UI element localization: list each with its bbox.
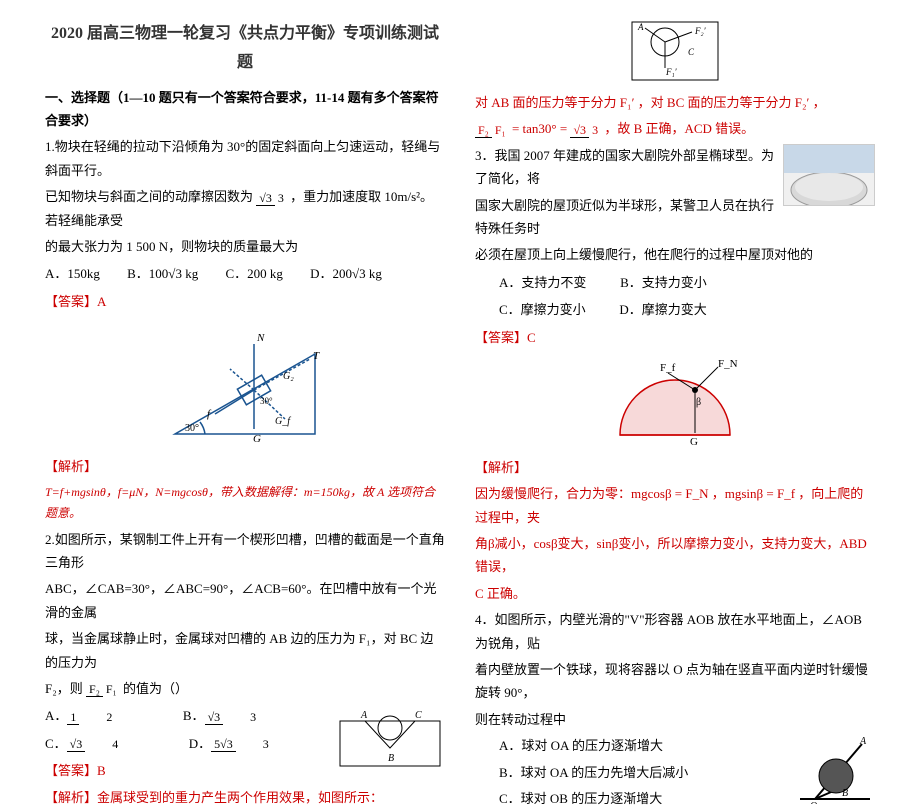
q3-exp2: 角β减小，cosβ变大，sinβ变小，所以摩擦力变小，支持力变大，ABD 错误， xyxy=(475,532,875,579)
q1-explanation: T=f+mgsinθ，f=μN，N=mgcosθ，带入数据解得：m=150kg，… xyxy=(45,482,445,525)
svg-text:F_N: F_N xyxy=(718,358,738,370)
dome-diagram: F_f F_N G β xyxy=(475,355,875,450)
svg-text:30°: 30° xyxy=(260,396,273,406)
q2b-eq: F₂F₁ = tan30° = √33 ，故 B 正确，ACD 错误。 xyxy=(475,117,875,140)
vcontainer-diagram: A O B xyxy=(790,734,875,804)
q2-line1: 2.如图所示，某钢制工件上开有一个楔形凹槽，凹槽的截面是一个直角三角形 xyxy=(45,528,445,575)
svg-text:N: N xyxy=(256,332,265,344)
svg-text:C: C xyxy=(415,710,422,721)
q2b-line1: 对 AB 面的压力等于分力 F₁′ ，对 BC 面的压力等于分力 F₂′ ， xyxy=(475,91,875,114)
q3-options-cd: C．摩擦力变小 D．摩擦力变大 xyxy=(475,298,875,321)
q3-options-ab: A．支持力不变 B．支持力变小 xyxy=(475,271,875,294)
incline-diagram: N T f G G₂ G_f 30° 30° xyxy=(45,319,445,449)
q1-answer: 【答案】A xyxy=(45,290,445,313)
svg-text:O: O xyxy=(810,801,817,804)
theater-image xyxy=(783,144,875,206)
topright-diagram: A C F₂′ F₁′ xyxy=(475,20,875,85)
q3-exp1: 因为缓慢爬行，合力为零：mgcosβ = F_N ，mgsinβ = F_f ，… xyxy=(475,482,875,529)
svg-text:G: G xyxy=(690,436,698,448)
svg-text:A: A xyxy=(360,710,368,721)
page-title: 2020 届高三物理一轮复习《共点力平衡》专项训练测试题 xyxy=(45,20,445,78)
svg-text:B: B xyxy=(842,788,848,799)
q1-exp-label: 【解析】 xyxy=(45,455,97,478)
section-subtitle: 一、选择题（1—10 题只有一个答案符合要求，11-14 题有多个答案符合要求） xyxy=(45,86,445,133)
q3-exp-label: 【解析】 xyxy=(475,460,527,475)
q4-line3: 则在转动过程中 xyxy=(475,708,875,731)
svg-text:A: A xyxy=(637,22,644,32)
svg-text:C: C xyxy=(688,47,695,57)
q2-line3: 球，当金属球静止时，金属球对凹槽的 AB 边的压力为 F₁，对 BC 边的压力为 xyxy=(45,627,445,674)
q1-line2: 已知物块与斜面之间的动摩擦因数为 √33 ，重力加速度取 10m/s²。若轻绳能… xyxy=(45,185,445,232)
q3-line3: 必须在屋顶上向上缓慢爬行，他在爬行的过程中屋顶对他的 xyxy=(475,243,875,266)
svg-text:30°: 30° xyxy=(185,423,199,434)
svg-text:β: β xyxy=(696,397,701,408)
svg-text:A: A xyxy=(859,736,867,747)
svg-text:F_f: F_f xyxy=(660,362,676,374)
svg-text:F₁′: F₁′ xyxy=(665,67,678,77)
q3-answer: 【答案】C xyxy=(475,326,875,349)
q3-exp3: C 正确。 xyxy=(475,582,875,605)
q2-line4: F₂，则 F₂F₁ 的值为（） xyxy=(45,677,445,700)
svg-text:T: T xyxy=(313,350,320,362)
q2-line2: ABC，∠CAB=30°，∠ABC=90°，∠ACB=60°。在凹槽中放有一个光… xyxy=(45,577,445,624)
q4-line1: 4．如图所示，内壁光滑的"V"形容器 AOB 放在水平地面上，∠AOB 为锐角，… xyxy=(475,608,875,655)
q1-line1: 1.物块在轻绳的拉动下沿倾角为 30°的固定斜面向上匀速运动，轻绳与斜面平行。 xyxy=(45,135,445,182)
svg-text:F₂′: F₂′ xyxy=(694,26,707,36)
svg-text:G_f: G_f xyxy=(275,416,291,427)
q4-line2: 着内壁放置一个铁球，现将容器以 O 点为轴在竖直平面内逆时针缓慢旋转 90°， xyxy=(475,658,875,705)
svg-text:G: G xyxy=(253,433,261,445)
q2-explanation: 【解析】金属球受到的重力产生两个作用效果，如图所示： xyxy=(45,786,445,809)
svg-text:G₂: G₂ xyxy=(283,371,294,382)
svg-text:B: B xyxy=(388,753,394,764)
q1-line3: 的最大张力为 1 500 N，则物块的质量最大为 xyxy=(45,235,445,258)
groove-diagram: A B C xyxy=(335,703,445,773)
q1-options: A．150kg B．100√3 kg C．200 kg D．200√3 kg xyxy=(45,262,445,285)
